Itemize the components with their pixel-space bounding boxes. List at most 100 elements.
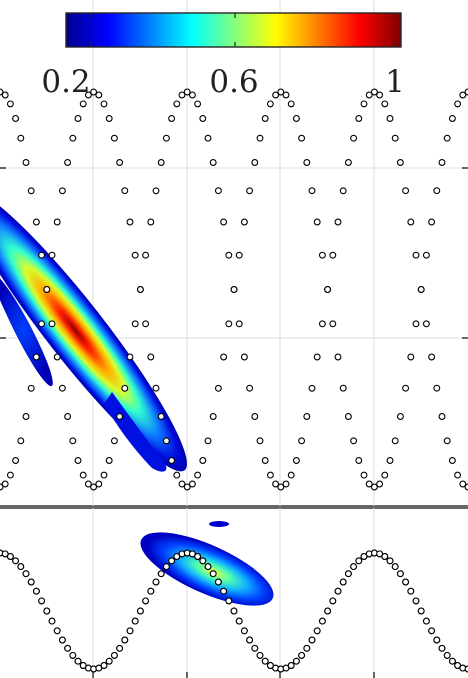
top-marker-c1-p1 [1,91,9,99]
top-marker-c1-p22 [110,437,118,445]
top-marker-c0-p60 [308,187,316,195]
top-marker-c1-p88 [454,471,462,479]
top-marker-c0-p85 [438,159,446,166]
top-marker-c1-p65 [334,218,342,226]
top-marker-c0-p83 [428,218,436,226]
top-marker-c1-p38 [194,100,202,108]
top-marker-c0-p61 [313,218,321,226]
top-marker-c0-p32 [162,437,170,445]
top-marker-c0-p65 [334,353,342,361]
top-marker-c0-p31 [157,413,165,420]
top-marker-c0-p33 [168,457,176,464]
top-marker-c1-p29 [147,218,155,226]
top-marker-c0-p73 [376,480,384,488]
top-marker-c1-p13 [64,413,72,420]
colorbar-tick-label-0: 0.2 [41,64,90,100]
bottom-marker-c1-p19 [95,664,103,672]
top-marker-c0-p67 [344,413,352,420]
bottom-marker-c1-p1 [1,550,9,558]
top-marker-c0-p11 [53,218,61,226]
top-marker-c1-p20 [100,471,108,479]
top-marker-c0-p19 [95,91,103,99]
top-marker-c1-p69 [355,115,363,122]
top-heatmap [0,188,187,472]
top-marker-c1-p41 [209,159,217,166]
bottom-marker-c1-p3 [12,557,20,565]
bottom-marker-c1-p8 [38,597,46,605]
top-marker-c0-p2 [6,471,14,479]
top-marker-c1-p18 [90,483,98,491]
top-marker-c1-p80 [412,251,420,259]
top-marker-c1-p78 [402,187,410,195]
top-marker-c1-p58 [298,437,306,445]
top-marker-c0-p52 [266,100,274,108]
top-marker-c0-p3 [12,457,20,464]
top-marker-c1-p53 [272,480,280,488]
top-marker-c0-p5 [22,413,30,420]
bottom-marker-c1-p16 [79,662,87,669]
bottom-marker-c1-p68 [350,563,358,571]
colorbar-gradient [65,12,402,48]
top-marker-c0-p8 [38,320,46,328]
bottom-marker-c1-p22 [110,651,118,659]
top-marker-c1-p37 [188,91,196,99]
top-marker-c1-p68 [350,134,358,142]
top-marker-c0-p79 [407,353,415,361]
bottom-axis-ticks [92,672,375,678]
top-marker-c0-p62 [318,251,326,259]
bottom-marker-c1-p48 [246,636,254,644]
top-marker-c0-p82 [422,251,430,259]
top-marker-c1-p6 [27,187,35,195]
bottom-marker-c1-p86 [443,651,451,659]
top-marker-c0-p77 [396,413,404,420]
bottom-marker-c1-p30 [152,578,160,586]
top-marker-c1-p74 [381,100,389,108]
top-marker-c0-p76 [391,437,399,445]
top-marker-c1-p49 [251,413,259,420]
top-marker-c0-p59 [303,159,311,166]
top-marker-c0-p58 [298,134,306,142]
bottom-marker-c1-p11 [53,627,61,635]
top-marker-c0-p46 [235,251,243,259]
top-marker-c1-p12 [58,384,66,392]
top-marker-c0-p51 [261,115,269,122]
top-marker-c0-p84 [433,187,441,195]
bottom-marker-c1-p25 [126,627,134,635]
bottom-marker-c1-p90 [464,665,468,673]
top-marker-c0-p87 [448,115,456,122]
bottom-marker-c1-p61 [313,627,321,635]
colorbar-tick-label-2: 1 [385,64,405,100]
top-marker-c0-p80 [412,320,420,328]
bottom-marker-c1-p67 [344,570,352,578]
bottom-marker-c1-p57 [292,657,300,665]
top-ridge-main [0,188,187,472]
top-marker-c1-p60 [308,384,316,392]
top-marker-c1-p10 [48,320,56,328]
top-marker-c1-p27 [136,286,144,293]
bottom-fleck [209,521,229,527]
top-marker-c1-p45 [230,286,238,293]
top-marker-c1-p48 [246,384,254,392]
top-marker-c1-p5 [22,159,30,166]
bottom-marker-c1-p42 [214,578,222,586]
top-marker-c0-p12 [58,187,66,195]
top-marker-c1-p61 [313,353,321,361]
top-marker-c0-p24 [121,187,129,195]
top-marker-c0-p28 [142,320,150,328]
top-marker-c0-p17 [84,91,92,99]
top-marker-c1-p87 [448,457,456,464]
top-marker-c1-p57 [292,457,300,464]
top-marker-c0-p86 [443,134,451,142]
top-marker-c1-p15 [74,457,82,464]
top-marker-c0-p23 [116,159,124,166]
top-marker-c0-p44 [225,320,233,328]
top-panel-frame [0,505,468,507]
top-marker-c1-p56 [287,471,295,479]
top-marker-c1-p55 [282,480,290,488]
top-marker-c0-p39 [199,457,207,464]
top-markers [0,88,468,491]
bottom-marker-c1-p21 [105,657,113,665]
top-marker-c1-p39 [199,115,207,122]
top-marker-c1-p64 [329,251,337,259]
